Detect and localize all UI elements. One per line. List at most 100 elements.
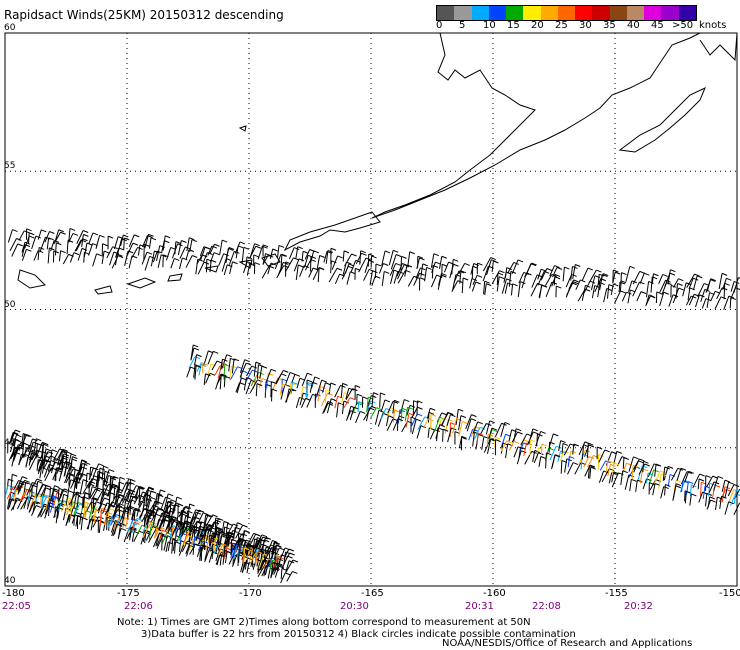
wind-barb-flag xyxy=(263,544,270,548)
wind-barb-flag xyxy=(37,480,43,484)
wind-barb-flag xyxy=(540,430,546,434)
wind-barb xyxy=(472,421,479,434)
wind-barb xyxy=(405,413,410,428)
wind-barb-flag xyxy=(125,499,131,503)
wind-barb-flag xyxy=(430,407,436,411)
time-label: 22:05 xyxy=(2,601,31,612)
wind-barb-flag xyxy=(104,470,110,474)
wind-barb-flag xyxy=(73,252,80,256)
wind-barb xyxy=(612,462,615,474)
wind-barb xyxy=(29,453,35,464)
wind-barb xyxy=(686,481,689,495)
wind-barb xyxy=(701,298,707,309)
wind-barb xyxy=(341,401,345,415)
wind-barb xyxy=(472,432,475,447)
wind-barb xyxy=(471,281,477,292)
wind-barb xyxy=(211,544,214,560)
wind-barb xyxy=(714,497,718,511)
wind-barb xyxy=(144,256,151,271)
wind-barb xyxy=(427,427,430,438)
wind-barb xyxy=(57,488,60,501)
wind-barb xyxy=(587,465,590,479)
wind-barb xyxy=(33,250,39,261)
wind-barb-flag xyxy=(551,273,557,277)
wind-barb xyxy=(50,488,55,501)
wind-barb-flag xyxy=(691,295,697,299)
wind-barb xyxy=(91,501,97,515)
scale-label: 5 xyxy=(459,20,466,31)
wind-barb-flag xyxy=(198,509,205,513)
wind-barb xyxy=(61,457,64,469)
wind-barb-flag xyxy=(662,273,668,277)
wind-barb-flag xyxy=(348,263,355,267)
wind-barb-flag xyxy=(181,240,187,243)
wind-barb-flag xyxy=(409,404,416,408)
wind-barb-flag xyxy=(189,503,195,507)
wind-barb-flag xyxy=(456,418,462,421)
wind-barb-flag xyxy=(175,535,182,539)
wind-barb xyxy=(407,251,411,268)
wind-barb xyxy=(505,443,509,459)
wind-barb xyxy=(670,468,679,481)
wind-barb xyxy=(207,245,213,256)
longitude-label: -180 xyxy=(2,588,25,599)
wind-barb xyxy=(209,260,212,273)
longitude-label: -165 xyxy=(361,588,384,599)
wind-barb-flag xyxy=(484,280,490,284)
wind-barb-flag xyxy=(174,257,180,261)
wind-barb xyxy=(137,244,141,256)
wind-barb xyxy=(511,259,519,274)
wind-barb xyxy=(45,497,50,511)
wind-barb-flag xyxy=(441,274,447,278)
wind-barb-flag xyxy=(237,522,243,526)
wind-barb xyxy=(66,505,71,516)
wind-barb-flag xyxy=(155,513,161,517)
wind-barb-flag xyxy=(62,489,68,493)
wind-barb xyxy=(113,236,119,250)
wind-barb xyxy=(8,446,16,461)
wind-barb-flag xyxy=(713,481,720,485)
wind-barb-flag xyxy=(491,427,498,431)
wind-barb-flag xyxy=(532,428,538,432)
wind-barb xyxy=(248,547,254,563)
wind-barb xyxy=(203,514,207,526)
wind-barb xyxy=(561,443,564,455)
wind-barb-flag xyxy=(163,254,169,258)
wind-barb-flag xyxy=(263,560,269,564)
wind-barb-flag xyxy=(93,497,99,501)
wind-barb xyxy=(544,274,553,286)
wind-barb-flag xyxy=(663,486,669,490)
wind-barb xyxy=(397,270,406,284)
wind-barb-flag xyxy=(223,253,229,257)
wind-barb xyxy=(545,452,547,469)
wind-barb-flag xyxy=(537,447,544,451)
wind-barb-flag xyxy=(202,512,209,516)
wind-barb-flag xyxy=(228,247,235,250)
wind-barb xyxy=(147,490,152,506)
wind-barb xyxy=(733,277,739,293)
wind-barb-flag xyxy=(216,360,223,364)
wind-barb-flag xyxy=(45,236,51,240)
wind-barb-flag xyxy=(102,483,109,487)
wind-barb xyxy=(195,259,199,275)
wind-barb xyxy=(422,418,429,429)
wind-barb xyxy=(58,490,63,502)
wind-barb-flag xyxy=(677,283,683,286)
wind-barb xyxy=(83,501,86,518)
wind-barb xyxy=(269,559,273,572)
wind-barb xyxy=(371,275,376,286)
wind-barb-flag xyxy=(327,402,334,406)
wind-barb xyxy=(26,491,31,507)
wind-barb xyxy=(385,415,389,427)
wind-barb xyxy=(235,524,244,539)
wind-barb-flag xyxy=(16,434,22,438)
wind-barb-flag xyxy=(410,416,417,420)
wind-barb-flag xyxy=(349,397,356,401)
wind-barb xyxy=(246,562,250,574)
wind-barb-flag xyxy=(207,546,214,550)
wind-barb xyxy=(558,440,562,451)
wind-barb xyxy=(706,279,711,292)
wind-barb xyxy=(44,499,50,515)
wind-barb xyxy=(122,517,125,530)
wind-barb xyxy=(235,382,241,393)
